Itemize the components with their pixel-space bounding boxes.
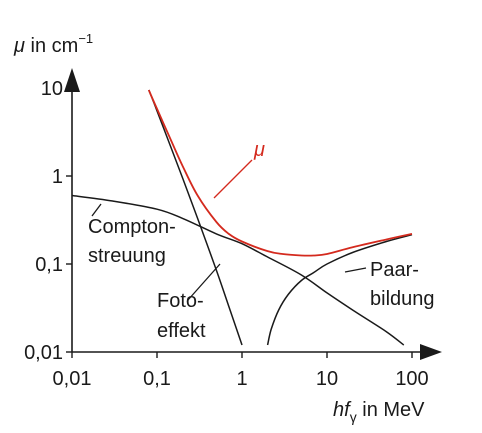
x-axis-arrow xyxy=(420,344,442,360)
x-tick-label: 0,1 xyxy=(143,368,171,390)
foto-annotation-line2: effekt xyxy=(157,320,206,342)
y-tick-label: 0,1 xyxy=(35,254,63,276)
y-tick-label: 10 xyxy=(41,78,63,100)
x-axis-label-h: h xyxy=(333,399,344,421)
y-tick-label: 1 xyxy=(52,166,63,188)
x-axis-label-f: f xyxy=(344,399,352,421)
mu-leader xyxy=(213,159,253,199)
x-axis-label-unit: in MeV xyxy=(357,399,425,421)
paar-annotation-line1: Paar- xyxy=(370,259,419,281)
series-pair-production-line xyxy=(266,233,413,346)
x-tick-label: 10 xyxy=(316,368,338,390)
series-compton-line xyxy=(71,194,405,346)
compton-annotation-line2: streuung xyxy=(88,245,166,267)
y-axis-label-unit: in cm xyxy=(25,35,78,57)
paar-leader xyxy=(344,267,367,273)
y-axis-label-exp: −1 xyxy=(78,31,93,46)
x-axis-label-sub: γ xyxy=(350,409,357,425)
y-axis-label: μ in cm−1 xyxy=(13,31,93,57)
series-group xyxy=(71,89,413,346)
foto-annotation-line1: Foto- xyxy=(157,290,204,312)
compton-annotation-line1: Compton- xyxy=(88,216,176,238)
x-tick-label: 0,01 xyxy=(53,368,92,390)
foto-leader xyxy=(187,263,221,301)
y-tick-label: 0,01 xyxy=(24,342,63,364)
x-axis-label: hfγ in MeV xyxy=(333,399,425,425)
ticks: 0,01 0,1 1 10 100 0,01 0,1 1 10 xyxy=(24,78,429,390)
x-tick-label: 100 xyxy=(395,368,428,390)
x-tick-label: 1 xyxy=(236,368,247,390)
y-axis-arrow xyxy=(64,68,80,92)
mu-annotation: μ xyxy=(253,139,265,161)
compton-leader xyxy=(91,203,102,217)
y-axis-label-symbol: μ xyxy=(13,35,25,57)
series-mu-line xyxy=(147,89,413,257)
paar-annotation-line2: bildung xyxy=(370,288,435,310)
